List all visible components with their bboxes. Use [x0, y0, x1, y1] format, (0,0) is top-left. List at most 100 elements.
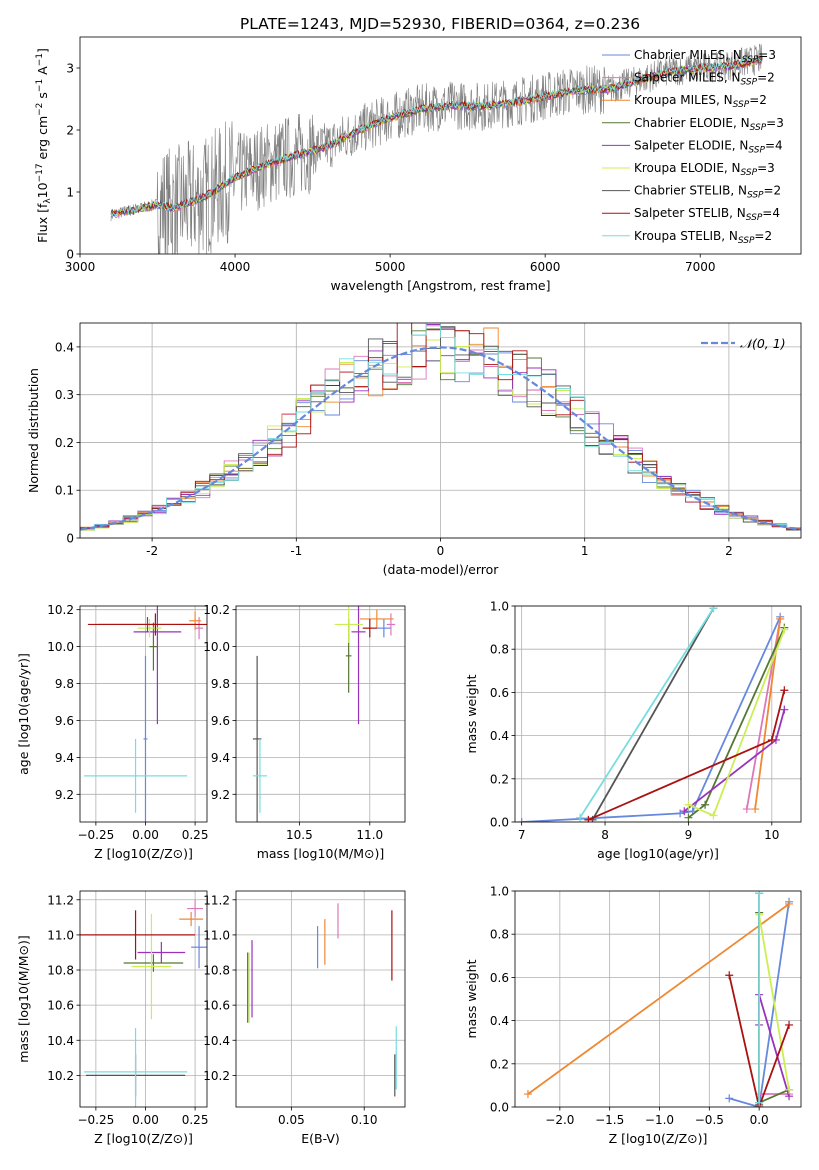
- legend-subscript: SSP: [750, 123, 767, 133]
- x-tick-label: 3000: [65, 260, 96, 274]
- y-axis-label-part: A: [35, 66, 50, 79]
- grid-age-vs-z: [80, 606, 207, 822]
- y-axis-label-part: −1: [35, 53, 45, 66]
- y-axis-label-part: ]: [35, 48, 50, 53]
- legend-entry: Salpeter MILES, NSSP=2: [634, 71, 775, 88]
- legend-entry: Kroupa MILES, NSSP=2: [634, 93, 767, 110]
- weight-line: [729, 901, 790, 1107]
- y-tick-label: 0.6: [490, 686, 509, 700]
- legend-text: Chabrier MILES, N: [634, 48, 742, 62]
- legend-subscript: SSP: [741, 78, 758, 88]
- y-tick-label: 9.4: [211, 751, 230, 765]
- weight-point-marker: [701, 800, 710, 809]
- y-tick-label: 0.4: [490, 1014, 509, 1028]
- y-tick-label: 11.0: [47, 928, 74, 942]
- weight-point-marker: [709, 606, 718, 613]
- weight-point-marker: [780, 625, 789, 634]
- x-tick-label: 9: [685, 828, 693, 842]
- legend-entry: Salpeter ELODIE, NSSP=4: [634, 138, 783, 155]
- weight-point-marker: [680, 807, 689, 816]
- plot-area-weight-vs-age: [517, 606, 789, 822]
- weight-point-marker: [684, 800, 693, 809]
- legend-text: =3: [758, 48, 776, 62]
- y-tick-label: 1.0: [490, 885, 509, 899]
- x-axis-label: Z [log10(Z/Z⊙)]: [94, 1131, 193, 1146]
- x-tick-label: 11.0: [356, 828, 383, 842]
- legend-text: =4: [762, 206, 780, 220]
- normal-distribution-curve: [80, 346, 801, 531]
- y-tick-label: 0: [66, 532, 74, 546]
- axes-frame: [79, 890, 208, 1108]
- y-tick-label: 10.4: [203, 1034, 230, 1048]
- model-spectrum-line: [110, 56, 763, 218]
- axes-frame: [235, 890, 406, 1108]
- x-tick-label: −0.25: [77, 1113, 114, 1127]
- x-tick-label: 5000: [375, 260, 406, 274]
- axes-age-vs-z: −0.25 0.00 0.25 9.2 9.4 9.6 9.8 10.0 10.2 Z [log1…: [16, 603, 209, 861]
- weight-point-marker: [742, 805, 751, 814]
- y-tick-label: 10.6: [47, 999, 74, 1013]
- y-axis-label-part: −1: [35, 79, 45, 92]
- legend-subscript: SSP: [738, 236, 755, 246]
- weight-point-marker: [755, 1098, 764, 1107]
- legend-text: =2: [757, 71, 775, 85]
- y-tick-label: 3: [66, 62, 74, 76]
- weight-point-marker: [676, 809, 685, 818]
- y-tick-label: 10.6: [203, 999, 230, 1013]
- weight-line: [521, 616, 782, 822]
- x-tick-label: 4000: [220, 260, 251, 274]
- legend-text: =2: [764, 184, 782, 198]
- axes-frame: [79, 36, 802, 255]
- y-tick-label: 10.2: [47, 603, 74, 617]
- weight-point-marker: [776, 614, 785, 623]
- axes-weight-vs-age: 7 8 9 10 0.0 0.2 0.4 0.6 0.8 1.0 age [log10(age/yr…: [464, 600, 802, 861]
- legend-text: =3: [766, 116, 784, 130]
- weight-line: [579, 607, 715, 819]
- y-tick-label: 10.8: [47, 964, 74, 978]
- x-tick-label: 0.10: [351, 1113, 378, 1127]
- x-tick-label: 10.5: [286, 828, 313, 842]
- weight-point-marker: [684, 813, 693, 822]
- y-tick-label: 0.2: [55, 436, 74, 450]
- x-tick-label: 6000: [530, 260, 561, 274]
- plot-area-weight-vs-z: [523, 891, 794, 1107]
- x-tick-label: 0.05: [278, 1113, 305, 1127]
- legend-text: =2: [754, 229, 772, 243]
- y-tick-label: 0.4: [490, 729, 509, 743]
- y-tick-label: 0.2: [490, 1057, 509, 1071]
- x-axis-label: Z [log10(Z/Z⊙)]: [94, 846, 193, 861]
- plot-area-residuals: [80, 323, 801, 538]
- legend-text: Kroupa STELIB, N: [634, 229, 738, 243]
- model-spectrum-line: [110, 56, 763, 217]
- x-tick-label: 0.25: [182, 828, 209, 842]
- plot-area-mass-vs-ebv: [247, 903, 397, 1097]
- y-tick-label: 9.8: [55, 677, 74, 691]
- plot-area-age-vs-mass: [252, 606, 396, 822]
- x-tick-label: 2: [725, 544, 733, 558]
- axes-frame: [79, 322, 802, 539]
- axes-frame: [514, 605, 802, 823]
- x-tick-label: -2: [146, 544, 158, 558]
- legend-text: =2: [749, 93, 767, 107]
- axes-mass-vs-ebv: 0.05 0.10 10.2 10.4 10.6 10.8 11.0 11.2 E(B-V): [203, 890, 406, 1146]
- legend-subscript: SSP: [742, 55, 759, 65]
- weight-line: [728, 975, 790, 1107]
- y-axis-label-part: −2: [35, 103, 45, 116]
- y-tick-label: 0.0: [490, 1101, 509, 1115]
- axes-frame: [235, 605, 406, 823]
- y-axis-label: Flux [fλ10−17 erg cm−2 s−1 A−1]: [35, 48, 53, 243]
- y-tick-label: 9.4: [55, 751, 74, 765]
- legend-text: =3: [757, 161, 775, 175]
- y-tick-label: 9.6: [211, 714, 230, 728]
- x-tick-label: 7000: [685, 260, 716, 274]
- weight-point-marker: [785, 899, 794, 908]
- x-tick-label: 0.00: [132, 1113, 159, 1127]
- legend-entry: Kroupa STELIB, NSSP=2: [634, 229, 772, 246]
- y-tick-label: 11.0: [203, 928, 230, 942]
- weight-line: [754, 618, 782, 810]
- legend-subscript: SSP: [748, 145, 765, 155]
- y-tick-label: 9.8: [211, 677, 230, 691]
- x-axis-label: wavelength [Angstrom, rest frame]: [330, 278, 550, 293]
- axes-frame: [514, 890, 802, 1108]
- y-tick-label: 0.8: [490, 643, 509, 657]
